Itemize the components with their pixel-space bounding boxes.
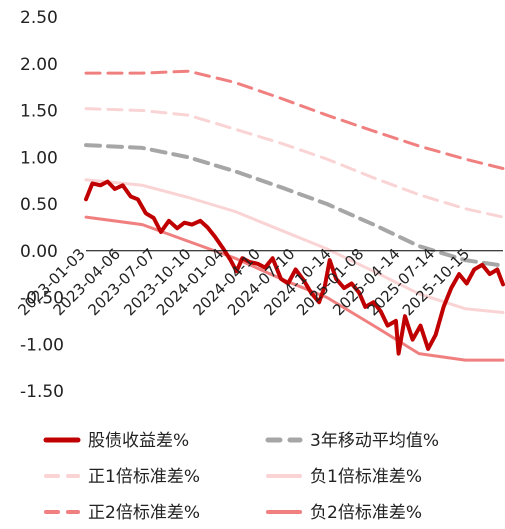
series-line-3 [84, 178, 505, 314]
legend: 股债收益差% 3年移动平均值% 正1倍标准差% 负1倍标准差% 正2倍标准差% 负2倍标准… [43, 431, 439, 523]
y-tick-label: 0.00 [20, 242, 58, 262]
series-line-5 [84, 215, 505, 362]
y-tick-label: -0.50 [20, 289, 64, 309]
y-tick-label: 0.50 [20, 195, 58, 215]
y-axis-ticks: 2.50 2.00 1.50 1.00 0.50 0.00 -0.50 -1.00 -1.50 [20, 8, 64, 402]
series-layer [84, 69, 505, 362]
y-tick-label: 2.00 [20, 55, 58, 75]
y-tick-label: 1.50 [20, 102, 58, 122]
legend-label: 负1倍标准差% [310, 467, 422, 487]
x-axis-ticks: 2023-01-032023-04-062023-07-072023-10-10… [14, 245, 473, 319]
series-line-2 [84, 107, 505, 219]
y-tick-label: 1.00 [20, 148, 58, 168]
series-line-4 [84, 69, 505, 170]
legend-label: 正1倍标准差% [88, 467, 200, 487]
legend-label: 负2倍标准差% [310, 503, 422, 523]
legend-label: 3年移动平均值% [310, 431, 439, 451]
y-tick-label: -1.50 [20, 382, 64, 402]
legend-label: 正2倍标准差% [88, 503, 200, 523]
series-line-0 [84, 179, 505, 356]
y-tick-label: -1.00 [20, 335, 64, 355]
legend-label: 股债收益差% [88, 431, 189, 451]
series-line-1 [84, 143, 505, 268]
y-tick-label: 2.50 [20, 8, 58, 28]
